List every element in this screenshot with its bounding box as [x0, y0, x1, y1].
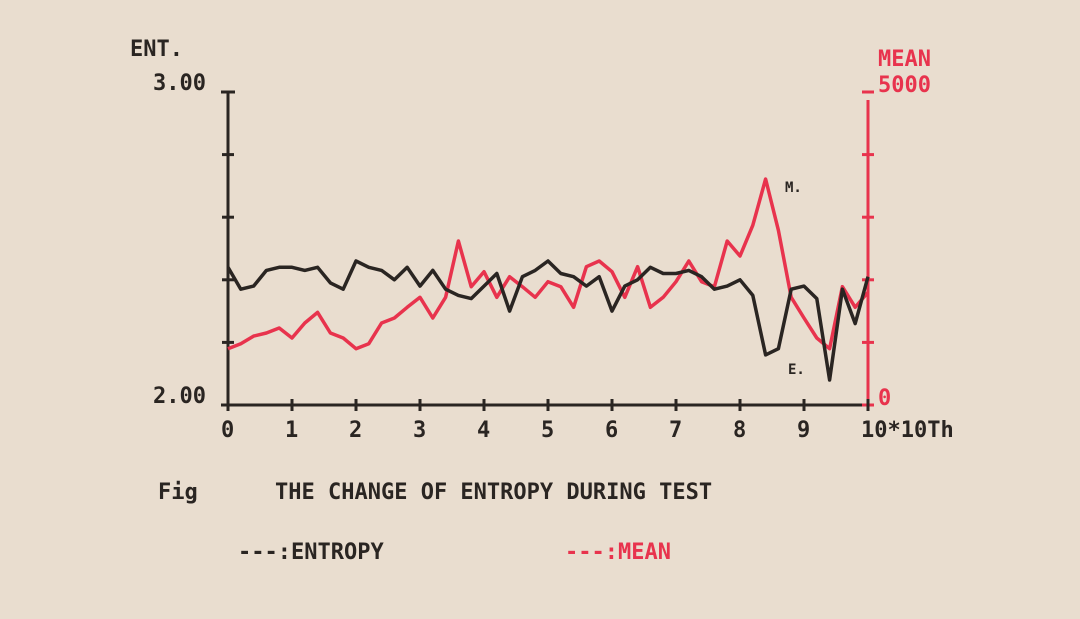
annotation: M.: [785, 180, 802, 196]
y2-tick-label: 0: [878, 386, 891, 411]
y2-axis-label: MEAN: [878, 47, 931, 72]
y-tick-label: 3.00: [153, 71, 206, 96]
y2-tick-label: 5000: [878, 73, 931, 98]
x-tick-label: 1: [285, 418, 298, 443]
annotation: E.: [788, 362, 805, 378]
x-tick-label: 4: [477, 418, 490, 443]
x-tick-label: 5: [541, 418, 554, 443]
x-tick-label: 0: [221, 418, 234, 443]
legend-entry: ---:ENTROPY: [238, 540, 384, 565]
series-line: [226, 259, 870, 382]
x-tick-label: 10*10Th: [861, 418, 954, 443]
x-tick-label: 6: [605, 418, 618, 443]
chart-title: THE CHANGE OF ENTROPY DURING TEST: [275, 480, 712, 505]
x-tick-label: 9: [797, 418, 810, 443]
x-tick-label: 2: [349, 418, 362, 443]
legend-entry: ---:MEAN: [565, 540, 671, 565]
y-axis-label: ENT.: [130, 37, 183, 62]
series-line: [227, 177, 870, 351]
y-tick-label: 2.00: [153, 384, 206, 409]
x-tick-label: 7: [669, 418, 682, 443]
figure-label: Fig: [158, 480, 198, 505]
x-tick-label: 3: [413, 418, 426, 443]
x-tick-label: 8: [733, 418, 746, 443]
